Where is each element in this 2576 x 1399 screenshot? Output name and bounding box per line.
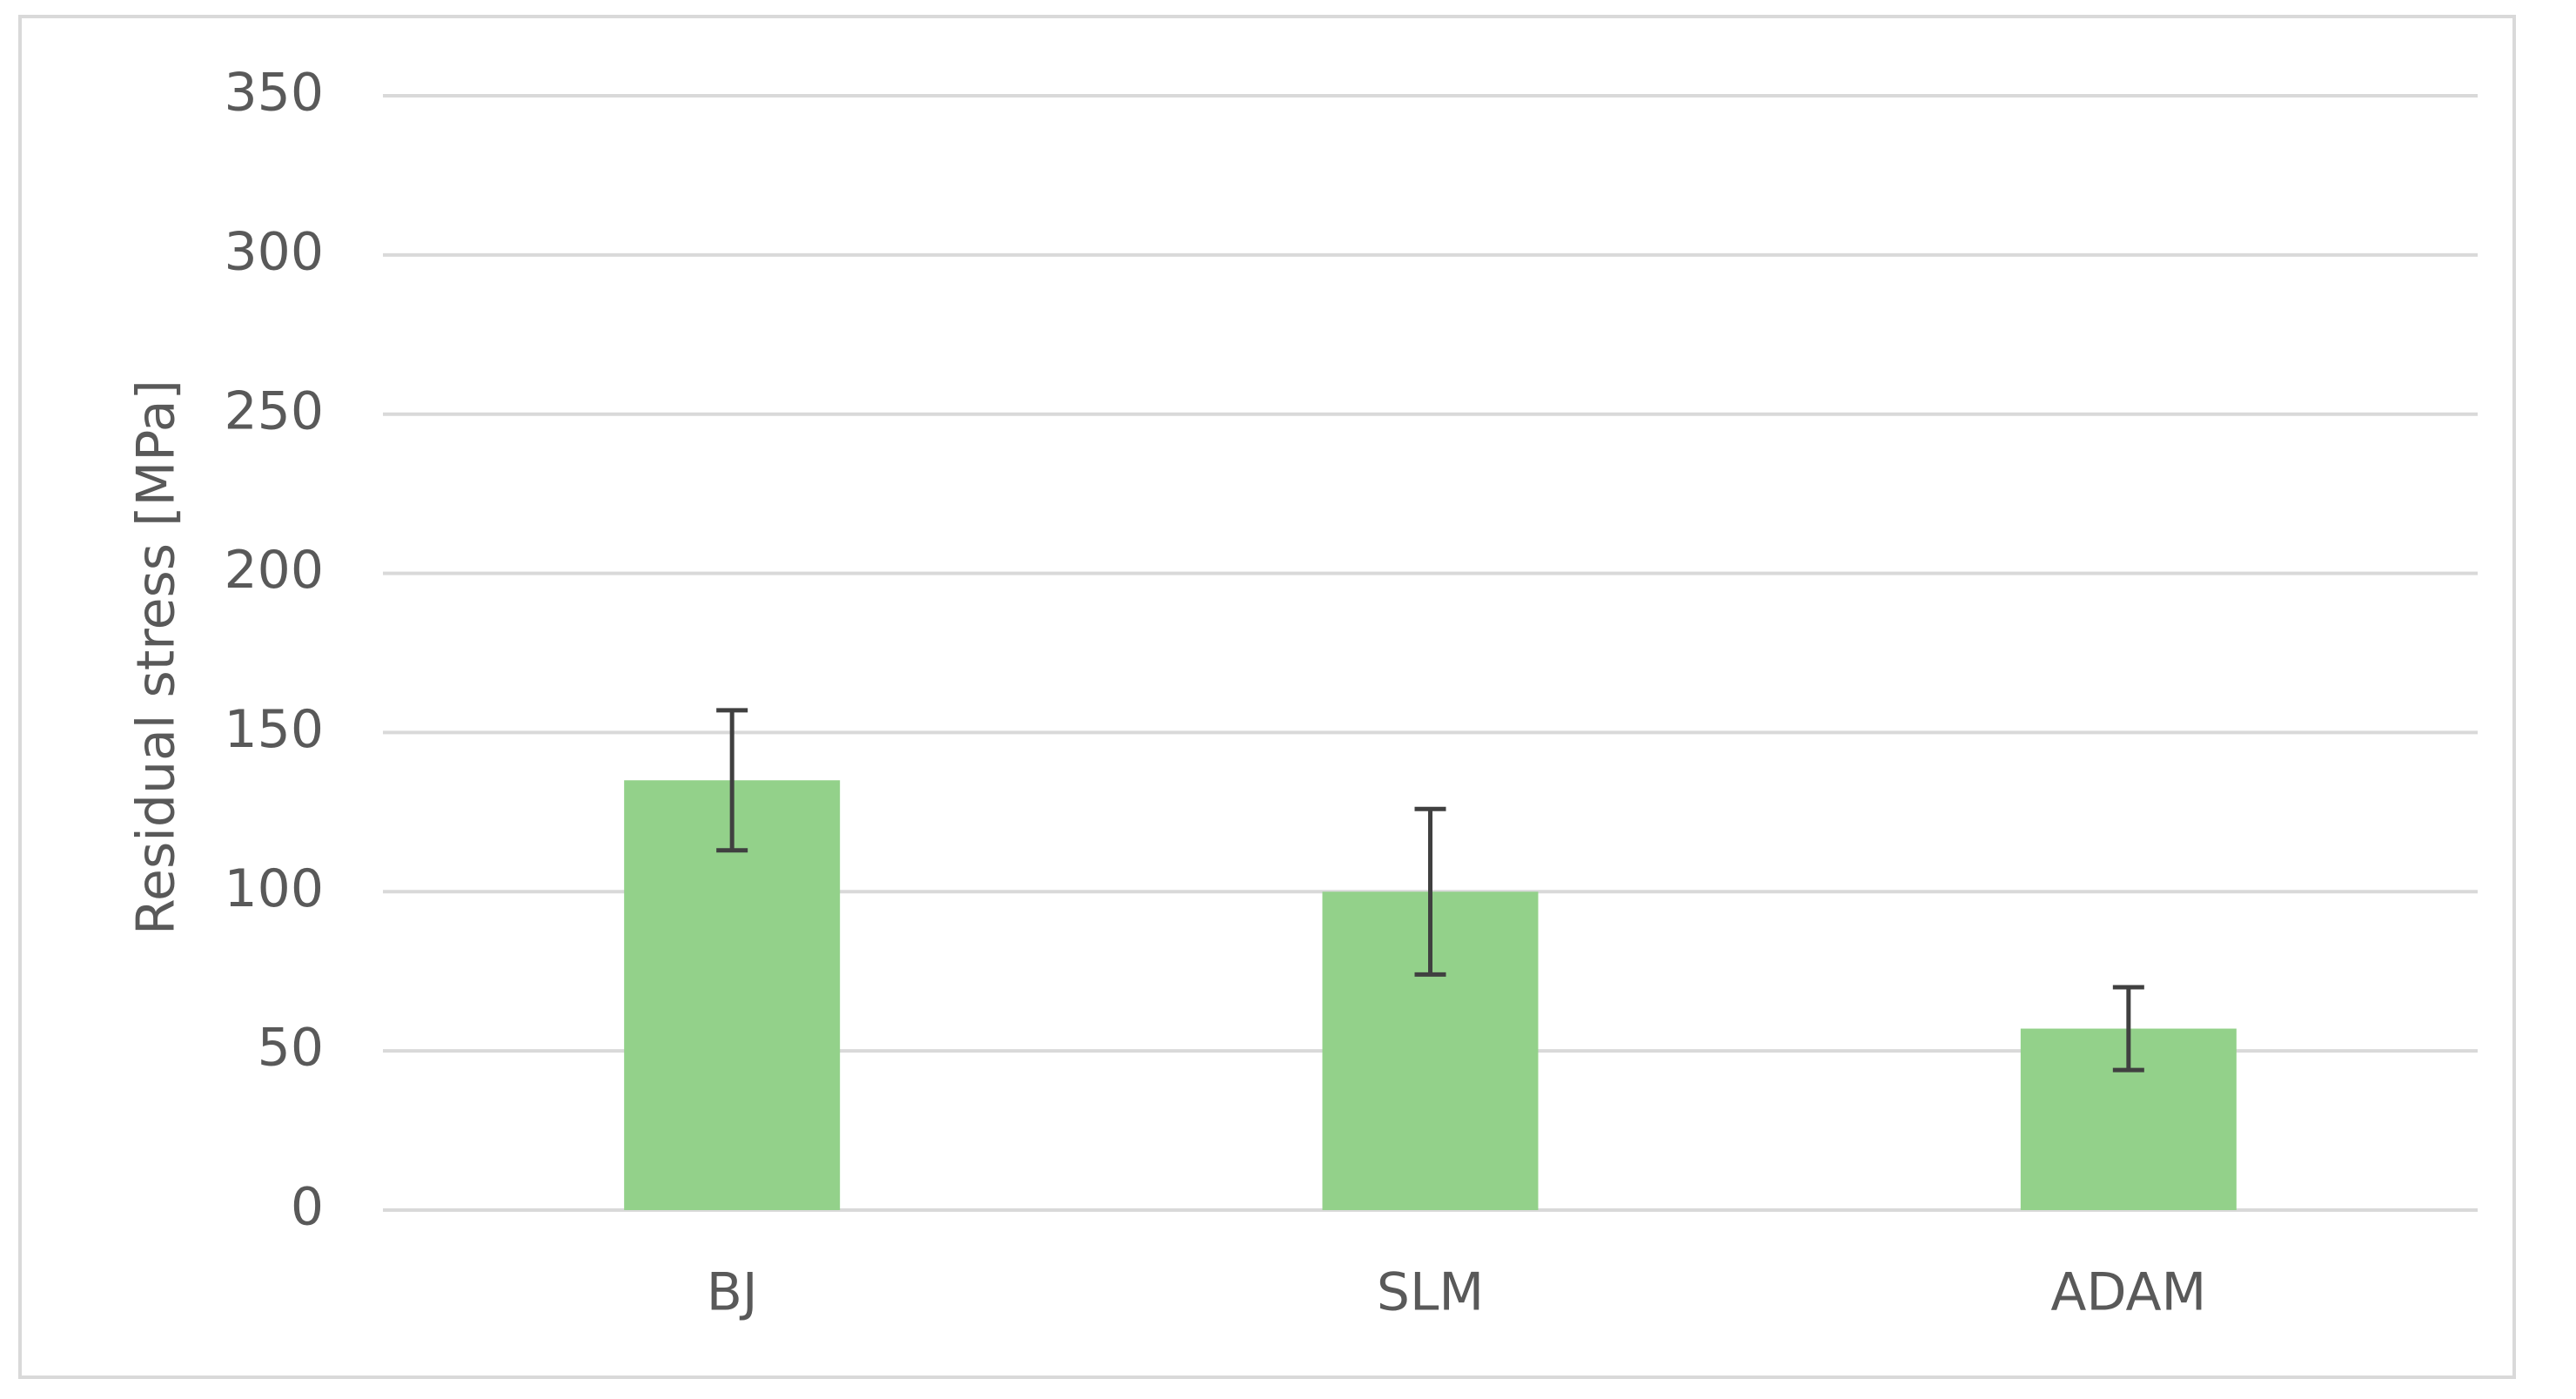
x-tick-label: ADAM bbox=[2050, 1262, 2206, 1323]
y-tick-label: 150 bbox=[224, 699, 324, 760]
y-tick-label: 250 bbox=[224, 380, 324, 441]
y-tick-label: 200 bbox=[224, 540, 324, 601]
y-tick-label: 0 bbox=[291, 1177, 324, 1238]
x-tick-label: SLM bbox=[1377, 1262, 1484, 1323]
y-tick-label: 300 bbox=[224, 221, 324, 282]
error-bar bbox=[1414, 806, 1446, 977]
x-tick-label: BJ bbox=[707, 1262, 758, 1323]
error-bar bbox=[2112, 985, 2144, 1073]
y-axis-title: Residual stress [MPa] bbox=[126, 380, 187, 935]
y-tick-label: 50 bbox=[258, 1018, 324, 1079]
y-tick-label: 350 bbox=[224, 63, 324, 124]
y-tick-label: 100 bbox=[224, 858, 324, 919]
error-bar bbox=[716, 708, 748, 853]
